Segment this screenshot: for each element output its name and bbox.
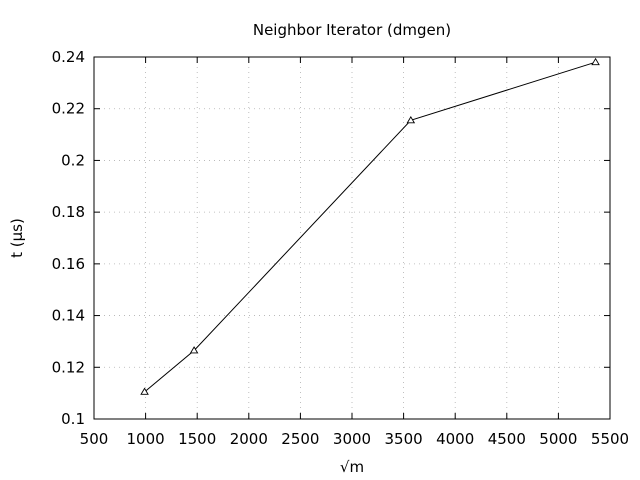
x-tick-label: 3500 xyxy=(385,430,423,448)
y-tick-label: 0.22 xyxy=(52,100,85,118)
data-point-marker xyxy=(140,387,149,395)
y-tick-label: 0.16 xyxy=(52,255,85,273)
y-tick-label: 0.24 xyxy=(52,48,85,66)
data-point-marker xyxy=(591,57,600,66)
series-group xyxy=(140,57,600,395)
x-tick-label: 4000 xyxy=(436,430,474,448)
chart-title: Neighbor Iterator (dmgen) xyxy=(253,21,451,39)
x-tick-label: 2500 xyxy=(281,430,319,448)
axis-ticks: 500 1000 1500 2000 2500 3000 3500 4000 4500 5000 5… xyxy=(52,48,630,448)
x-tick-label: 5000 xyxy=(539,430,577,448)
x-tick-label: 5500 xyxy=(591,430,629,448)
y-tick-label: 0.14 xyxy=(52,307,85,325)
x-tick-label: 500 xyxy=(80,430,109,448)
y-tick-label: 0.18 xyxy=(52,203,85,221)
x-tick-label: 1000 xyxy=(127,430,165,448)
grid-lines xyxy=(94,57,610,419)
data-point-marker xyxy=(406,115,416,124)
y-tick-label: 0.12 xyxy=(52,358,85,376)
x-tick-label: 2000 xyxy=(230,430,268,448)
x-tick-label: 3000 xyxy=(333,430,371,448)
y-axis-label: t (µs) xyxy=(8,218,26,258)
series-line xyxy=(144,61,596,393)
y-tick-label: 0.1 xyxy=(61,410,85,428)
x-axis-label: √m xyxy=(340,458,364,476)
x-tick-label: 1500 xyxy=(178,430,216,448)
y-tick-label: 0.2 xyxy=(61,151,85,169)
x-tick-label: 4500 xyxy=(488,430,526,448)
data-point-marker xyxy=(189,346,199,354)
